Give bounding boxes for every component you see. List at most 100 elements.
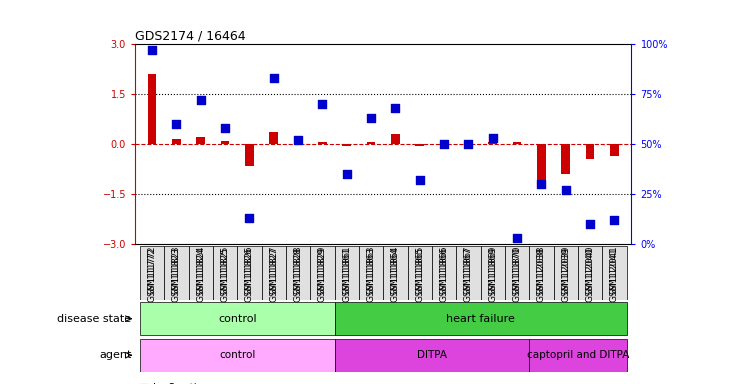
- Text: GSM111867: GSM111867: [464, 247, 473, 302]
- Point: [146, 47, 158, 53]
- Text: GSM112039: GSM112039: [561, 247, 570, 302]
- FancyBboxPatch shape: [505, 246, 529, 300]
- FancyBboxPatch shape: [237, 246, 261, 300]
- FancyBboxPatch shape: [334, 302, 626, 335]
- Text: GSM111861: GSM111861: [342, 246, 351, 294]
- Text: GSM111870: GSM111870: [512, 247, 521, 302]
- Text: GSM111863: GSM111863: [366, 247, 375, 302]
- Point: [511, 235, 523, 241]
- FancyBboxPatch shape: [529, 246, 553, 300]
- Text: control: control: [219, 350, 256, 360]
- Text: GSM112040: GSM112040: [585, 247, 594, 302]
- FancyBboxPatch shape: [602, 246, 626, 300]
- FancyBboxPatch shape: [456, 246, 480, 300]
- FancyBboxPatch shape: [140, 302, 334, 335]
- Point: [365, 115, 377, 121]
- FancyBboxPatch shape: [213, 246, 237, 300]
- Bar: [610, 144, 619, 156]
- Bar: [391, 134, 400, 144]
- FancyBboxPatch shape: [480, 246, 505, 300]
- Text: ■: ■: [139, 383, 149, 384]
- Text: GSM112041: GSM112041: [610, 247, 619, 302]
- Text: GSM111827: GSM111827: [269, 246, 278, 294]
- Point: [244, 215, 256, 221]
- Text: GSM111863: GSM111863: [366, 246, 375, 294]
- Text: GSM111825: GSM111825: [220, 247, 229, 302]
- Text: GSM111828: GSM111828: [293, 247, 302, 302]
- Point: [414, 177, 426, 183]
- Point: [536, 181, 548, 187]
- Text: control: control: [218, 314, 256, 324]
- Text: GSM111869: GSM111869: [488, 247, 497, 302]
- Point: [438, 141, 450, 147]
- FancyBboxPatch shape: [261, 246, 286, 300]
- FancyBboxPatch shape: [164, 246, 188, 300]
- Text: GSM111825: GSM111825: [220, 246, 229, 294]
- FancyBboxPatch shape: [553, 246, 578, 300]
- Bar: [537, 144, 546, 185]
- Point: [171, 121, 182, 127]
- Bar: [415, 144, 424, 146]
- Point: [195, 97, 207, 103]
- Text: agent: agent: [99, 350, 131, 360]
- Text: GSM112039: GSM112039: [561, 246, 570, 294]
- Point: [560, 187, 572, 193]
- Bar: [147, 74, 156, 144]
- FancyBboxPatch shape: [188, 246, 213, 300]
- FancyBboxPatch shape: [578, 246, 602, 300]
- Text: GSM111866: GSM111866: [439, 246, 448, 294]
- FancyBboxPatch shape: [432, 246, 456, 300]
- Text: heart failure: heart failure: [446, 314, 515, 324]
- Text: GSM111828: GSM111828: [293, 246, 302, 294]
- Point: [292, 137, 304, 143]
- FancyBboxPatch shape: [334, 246, 359, 300]
- FancyBboxPatch shape: [310, 246, 334, 300]
- Text: GSM111829: GSM111829: [318, 247, 327, 302]
- Text: disease state: disease state: [57, 314, 131, 324]
- Bar: [464, 143, 473, 144]
- Bar: [221, 141, 229, 144]
- Text: GSM112038: GSM112038: [537, 247, 546, 302]
- Text: GSM111866: GSM111866: [439, 247, 448, 302]
- Text: GSM111865: GSM111865: [415, 247, 424, 302]
- Text: GSM111869: GSM111869: [488, 246, 497, 294]
- Bar: [294, 142, 302, 144]
- Text: GSM111870: GSM111870: [512, 246, 521, 294]
- Text: GSM112040: GSM112040: [585, 246, 594, 294]
- FancyBboxPatch shape: [334, 339, 529, 372]
- FancyBboxPatch shape: [140, 246, 164, 300]
- FancyBboxPatch shape: [529, 339, 626, 372]
- Bar: [245, 144, 254, 166]
- Text: GSM111864: GSM111864: [391, 246, 400, 294]
- Text: DITPA: DITPA: [417, 350, 447, 360]
- Text: GSM111824: GSM111824: [196, 246, 205, 294]
- Bar: [172, 139, 181, 144]
- Text: GSM111823: GSM111823: [172, 246, 181, 294]
- Point: [341, 171, 353, 177]
- Text: GDS2174 / 16464: GDS2174 / 16464: [135, 29, 246, 42]
- Bar: [561, 144, 570, 174]
- Text: GSM111827: GSM111827: [269, 247, 278, 302]
- FancyBboxPatch shape: [359, 246, 383, 300]
- Text: GSM111772: GSM111772: [147, 246, 156, 294]
- Bar: [367, 142, 375, 144]
- Text: GSM111823: GSM111823: [172, 247, 181, 302]
- Text: GSM111864: GSM111864: [391, 247, 400, 302]
- FancyBboxPatch shape: [383, 246, 407, 300]
- Point: [584, 221, 596, 227]
- Bar: [318, 142, 327, 144]
- FancyBboxPatch shape: [286, 246, 310, 300]
- Text: captopril and DITPA: captopril and DITPA: [527, 350, 629, 360]
- Bar: [488, 142, 497, 144]
- Text: GSM111867: GSM111867: [464, 246, 473, 294]
- FancyBboxPatch shape: [140, 339, 334, 372]
- Point: [268, 75, 280, 81]
- Text: log2 ratio: log2 ratio: [153, 383, 204, 384]
- Text: GSM112038: GSM112038: [537, 246, 546, 294]
- Point: [487, 135, 499, 141]
- Text: GSM111861: GSM111861: [342, 247, 351, 302]
- Text: GSM111824: GSM111824: [196, 247, 205, 302]
- Point: [219, 125, 231, 131]
- Text: GSM111772: GSM111772: [147, 247, 156, 302]
- Text: GSM111865: GSM111865: [415, 246, 424, 294]
